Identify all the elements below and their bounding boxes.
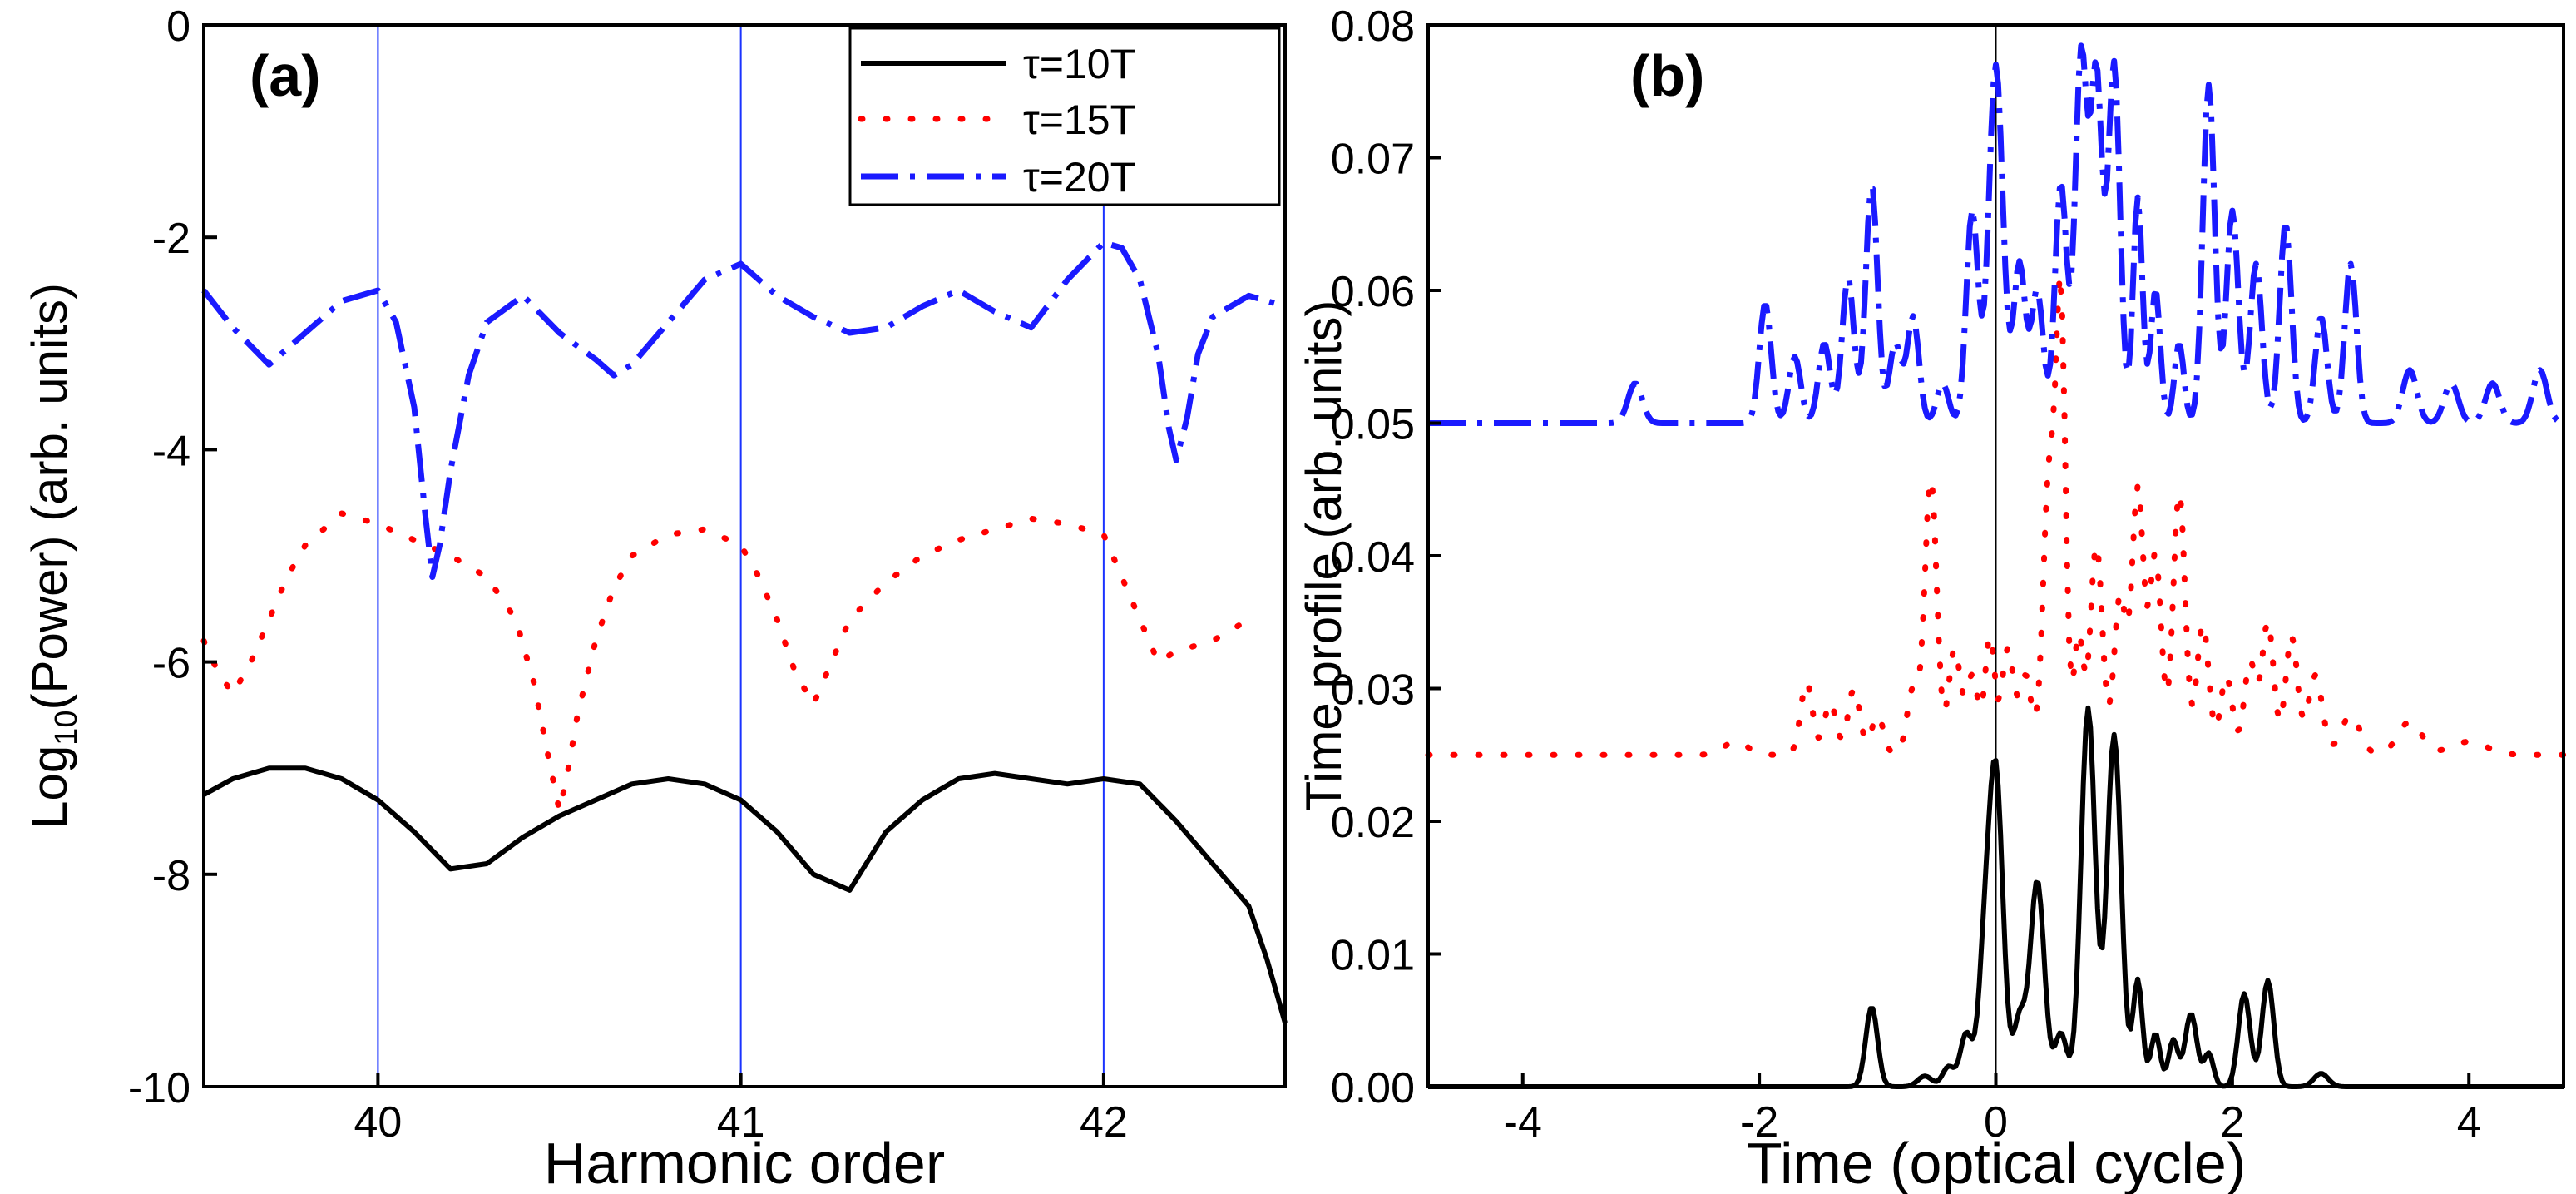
panel-b-y-tick-label: 0.02 (1331, 799, 1415, 847)
panel-a-x-axis-label: Harmonic order (544, 1131, 945, 1194)
panel-a-label: (a) (250, 43, 321, 108)
panel-b-y-tick-label: 0.00 (1331, 1064, 1415, 1112)
panel-a-series-dotted (200, 510, 1252, 814)
panel-b-x-tick-label: 0 (1984, 1098, 2008, 1147)
panel-a-y-tick-label: -4 (152, 427, 190, 475)
panel-b-x-tick-label: -2 (1740, 1098, 1778, 1147)
panel-a-y-tick-label: -2 (152, 215, 190, 263)
panel-b-x-tick-label: 4 (2457, 1098, 2481, 1147)
panel-b-y-tick-label: 0.05 (1331, 401, 1415, 449)
panel-b-y-tick-label: 0.03 (1331, 666, 1415, 715)
panel-b-y-tick-label: 0.01 (1331, 932, 1415, 980)
panel-b-x-tick-label: 2 (2220, 1098, 2244, 1147)
panel-a-x-tick-label: 42 (1080, 1098, 1128, 1147)
panel-b-y-tick-label: 0.06 (1331, 268, 1415, 316)
panel-a-y-tick-label: -8 (152, 852, 190, 900)
panel-b-series-dashdot (1427, 42, 2564, 426)
panel-a-y-axis-label: Log10(Power) (arb. units) (22, 283, 84, 829)
panel-b-time-profile: 0.00 0.01 0.02 0.03 0.04 0.05 0.06 0.07 0.08 -4 -… (1296, 2, 2567, 1194)
panel-b-x-tick-label: -4 (1504, 1098, 1542, 1147)
panel-b-y-tick-label: 0.08 (1331, 2, 1415, 51)
panel-a-series-dashdot (201, 240, 1286, 580)
panel-a-y-tick-label: -10 (128, 1064, 190, 1112)
panel-a-y-tick-label: 0 (166, 2, 190, 51)
legend-box (848, 27, 1281, 206)
legend-label-tau15: τ=15T (1023, 97, 1135, 143)
legend: τ=10T τ=15T τ=20T (848, 27, 1281, 206)
panel-b-x-axis-label: Time (optical cycle) (1747, 1131, 2246, 1194)
panel-a-y-tick-label: -6 (152, 640, 190, 688)
panel-a-x-tick-label: 40 (354, 1098, 402, 1147)
panel-a-series-solid (202, 765, 1288, 1024)
panel-a-x-tick-label: 41 (717, 1098, 765, 1147)
legend-label-tau20: τ=20T (1023, 154, 1135, 201)
panel-a-axes-frame (202, 23, 1287, 1088)
panel-b-y-tick-label: 0.07 (1331, 136, 1415, 184)
panel-a-harmonic-spectrum: 0 -2 -4 -6 -8 -10 40 41 42 (a) Harmonic order L… (22, 2, 1288, 1194)
panel-b-label: (b) (1630, 43, 1704, 108)
panel-b-y-tick-label: 0.04 (1331, 533, 1415, 582)
panel-b-y-axis-label: Time profile (arb. units) (1296, 300, 1352, 812)
legend-label-tau10: τ=10T (1023, 41, 1135, 87)
